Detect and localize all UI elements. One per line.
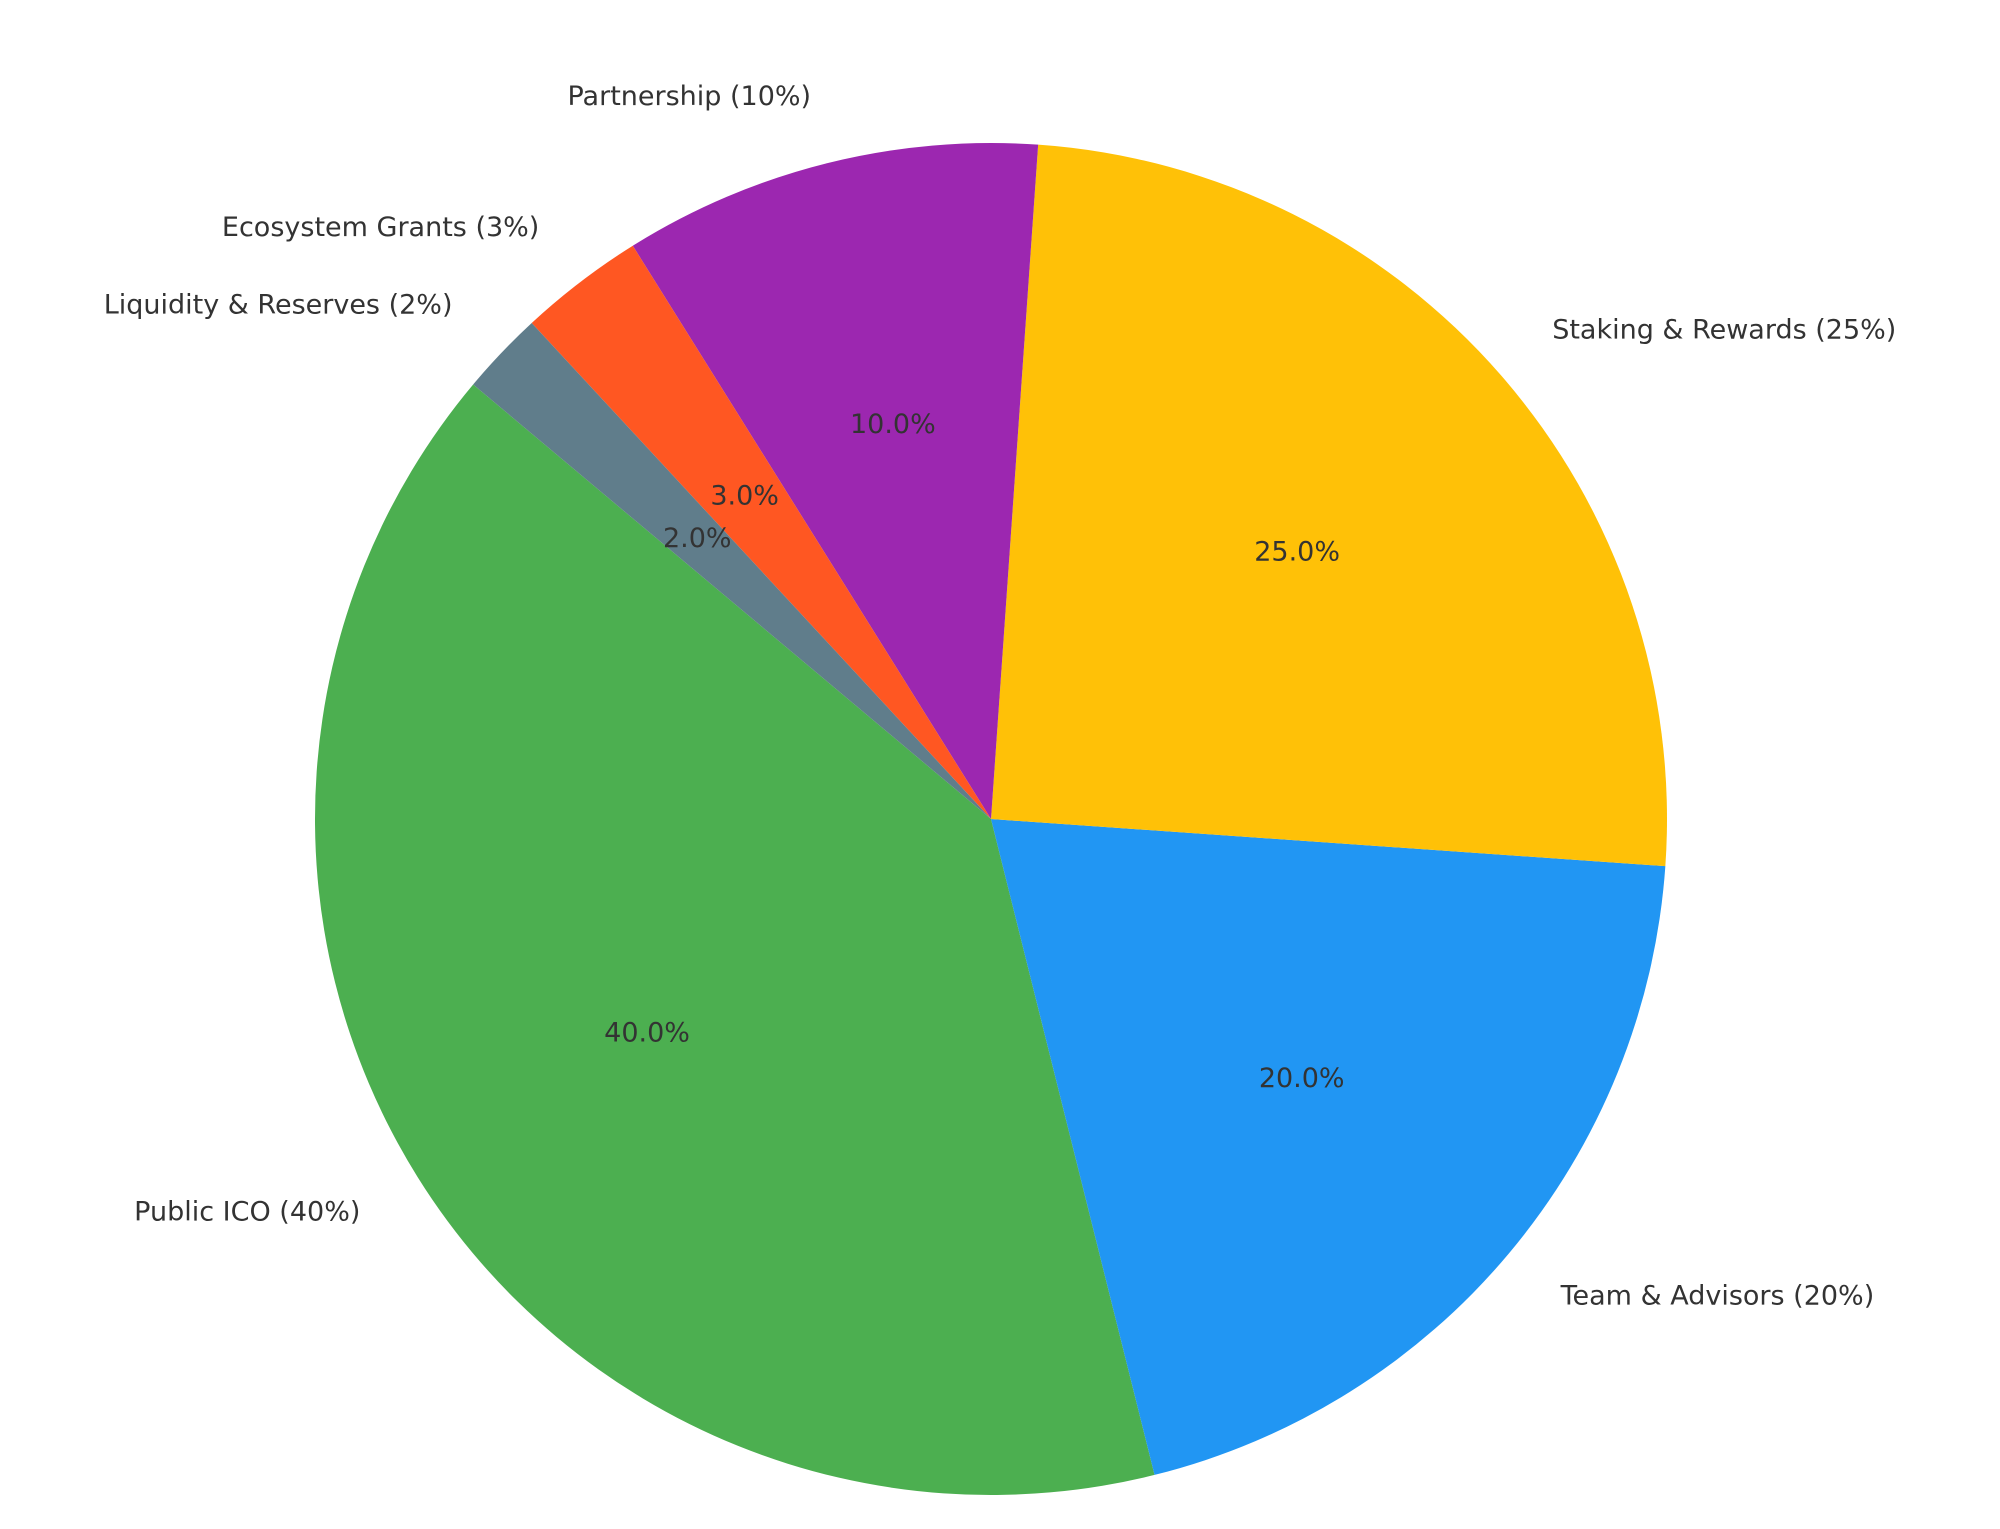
slice-label: Public ICO (40%) xyxy=(134,1197,360,1228)
pie-slice xyxy=(473,322,992,819)
slice-label: Ecosystem Grants (3%) xyxy=(222,212,539,243)
pie-slice xyxy=(991,144,1667,867)
slice-label: Partnership (10%) xyxy=(567,81,811,112)
slice-label: Team & Advisors (20%) xyxy=(1560,1280,1875,1311)
pie-slice xyxy=(632,142,1039,819)
value-label: 20.0% xyxy=(1259,1063,1345,1094)
slice-label: Liquidity & Reserves (2%) xyxy=(104,290,453,321)
value-label: 10.0% xyxy=(850,409,936,440)
pie-slice xyxy=(315,384,1155,1495)
slice-label: Staking & Rewards (25%) xyxy=(1552,315,1896,346)
value-label: 3.0% xyxy=(710,480,779,511)
value-label: 40.0% xyxy=(604,1017,690,1048)
value-label: 25.0% xyxy=(1254,536,1340,567)
pie-slice xyxy=(991,819,1666,1475)
value-label: 2.0% xyxy=(663,523,732,554)
pie-slice xyxy=(531,245,991,819)
